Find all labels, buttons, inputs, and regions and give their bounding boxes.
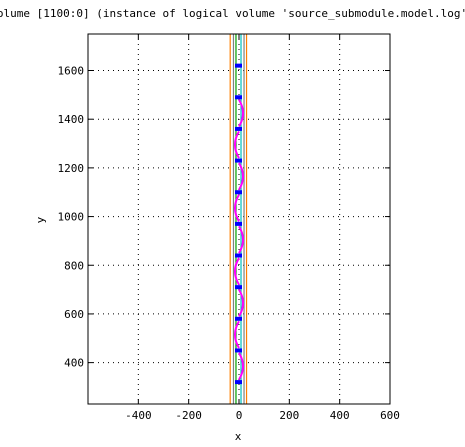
blue-marker (235, 190, 242, 195)
y-tick-label: 800 (64, 259, 84, 272)
trajectory-arc (234, 130, 240, 159)
trajectory-arc (238, 99, 244, 128)
trajectory-arc (238, 162, 244, 191)
blue-marker (235, 63, 242, 68)
y-tick-label: 1400 (58, 113, 85, 126)
x-tick-label: 0 (236, 409, 243, 422)
chart-title: Volume [1100:0] (instance of logical vol… (0, 7, 465, 20)
y-tick-label: 1000 (58, 211, 85, 224)
blue-marker (235, 316, 242, 321)
trajectory-arc (238, 225, 244, 254)
blue-marker (235, 158, 242, 163)
blue-marker (235, 221, 242, 226)
blue-marker (235, 95, 242, 100)
trajectory-arc (234, 194, 240, 222)
trajectory-arc (238, 289, 244, 317)
trajectory-arc (234, 257, 240, 286)
y-tick-label: 1200 (58, 162, 85, 175)
x-tick-label: -200 (175, 409, 202, 422)
y-tick-label: 600 (64, 308, 84, 321)
x-tick-label: 600 (380, 409, 400, 422)
x-tick-label: 400 (330, 409, 350, 422)
blue-marker (235, 380, 242, 385)
x-tick-label: 200 (279, 409, 299, 422)
blue-marker (235, 348, 242, 353)
y-tick-label: 1600 (58, 65, 85, 78)
trajectory-arc (234, 320, 240, 349)
axis-ticks: -400 -200 0 200 400 600 400 600 800 1000 1200 1400 1… (58, 34, 400, 422)
y-axis-label: y (34, 216, 47, 223)
x-tick-label: -400 (125, 409, 152, 422)
grid (88, 34, 390, 404)
trajectory-arc (238, 352, 244, 381)
x-axis-label: x (235, 430, 242, 443)
blue-marker (235, 285, 242, 290)
blue-marker (235, 253, 242, 258)
blue-marker (235, 126, 242, 131)
plot-content (229, 34, 248, 404)
y-tick-label: 400 (64, 357, 84, 370)
